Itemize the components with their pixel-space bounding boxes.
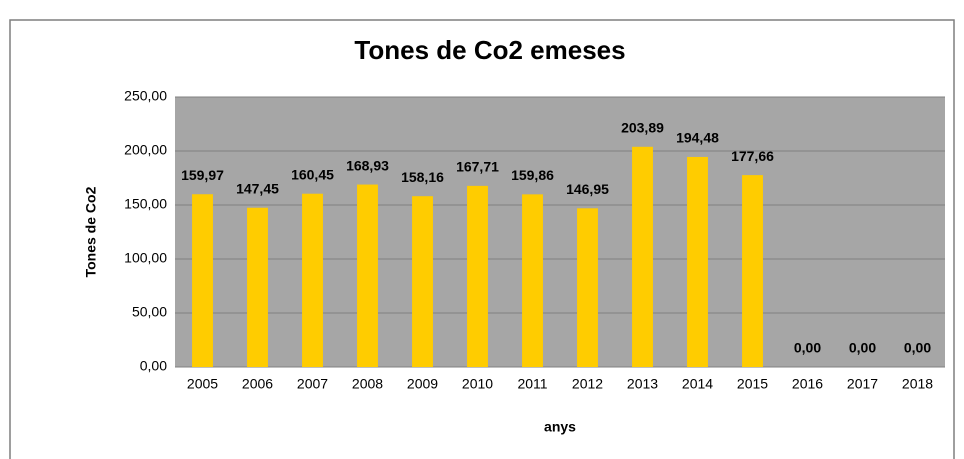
data-label: 160,45 <box>291 166 334 182</box>
data-label: 167,71 <box>456 159 499 175</box>
data-label: 168,93 <box>346 157 389 173</box>
plot-area <box>175 97 945 367</box>
y-tick-label: 150,00 <box>124 196 167 212</box>
y-tick-label: 0,00 <box>140 358 167 374</box>
chart-title: Tones de Co2 emeses <box>354 35 625 65</box>
y-tick-label: 50,00 <box>132 304 167 320</box>
bar <box>412 196 433 367</box>
data-label: 0,00 <box>794 340 821 356</box>
data-label: 159,97 <box>181 167 224 183</box>
y-tick-label: 250,00 <box>124 88 167 104</box>
x-tick-label: 2015 <box>737 376 768 392</box>
bar <box>302 193 323 367</box>
x-tick-label: 2005 <box>187 376 218 392</box>
y-tick-label: 100,00 <box>124 250 167 266</box>
bar <box>687 156 708 367</box>
x-tick-label: 2018 <box>902 376 933 392</box>
x-tick-label: 2011 <box>517 376 547 392</box>
bar <box>632 146 653 367</box>
data-label: 158,16 <box>401 169 444 185</box>
data-label: 177,66 <box>731 148 774 164</box>
data-label: 0,00 <box>904 340 931 356</box>
data-label: 203,89 <box>621 120 664 136</box>
x-tick-label: 2013 <box>627 376 658 392</box>
x-tick-label: 2017 <box>847 376 878 392</box>
data-label: 194,48 <box>676 130 719 146</box>
x-tick-label: 2009 <box>407 376 438 392</box>
bar <box>522 194 543 367</box>
x-tick-label: 2010 <box>462 376 493 392</box>
x-tick-label: 2008 <box>352 376 383 392</box>
y-axis-title: Tones de Co2 <box>83 186 99 277</box>
x-axis-title: anys <box>544 419 576 435</box>
y-tick-label: 200,00 <box>124 142 167 158</box>
data-label: 0,00 <box>849 340 876 356</box>
x-tick-label: 2006 <box>242 376 273 392</box>
x-tick-label: 2007 <box>297 376 328 392</box>
data-label: 146,95 <box>566 181 609 197</box>
bar <box>467 185 488 367</box>
x-tick-label: 2012 <box>572 376 603 392</box>
data-label: 147,45 <box>236 180 279 196</box>
bar <box>742 175 763 367</box>
x-tick-label: 2016 <box>792 376 823 392</box>
bar <box>247 207 268 367</box>
bar <box>357 184 378 367</box>
data-label: 159,86 <box>511 167 554 183</box>
x-tick-label: 2014 <box>682 376 713 392</box>
bar <box>577 208 598 367</box>
bar <box>192 194 213 367</box>
